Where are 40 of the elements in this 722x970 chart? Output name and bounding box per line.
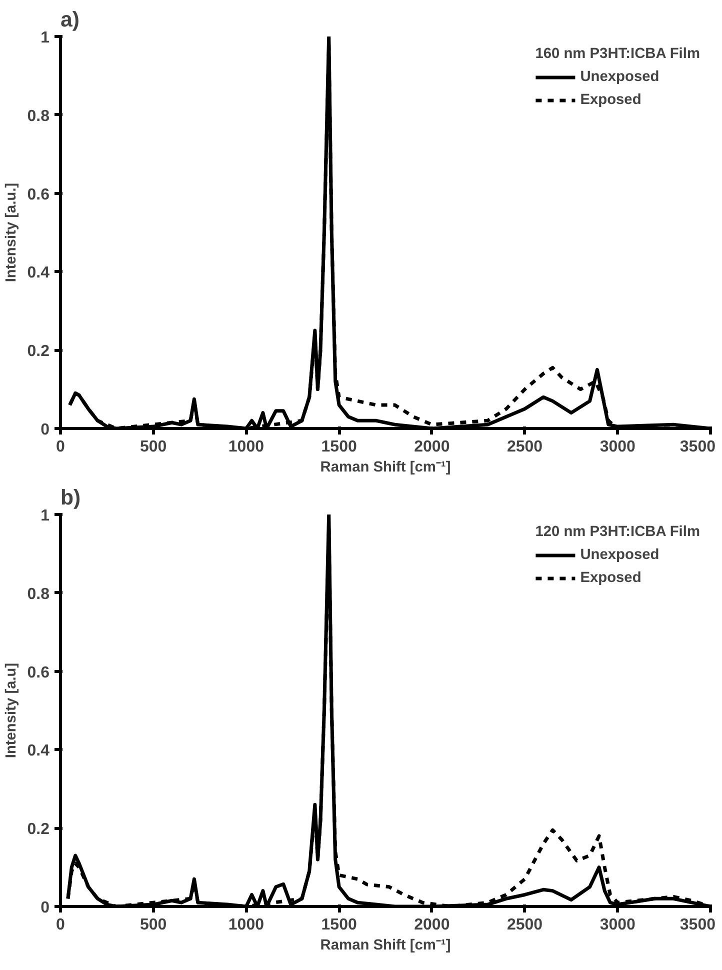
legend-label: Exposed (580, 92, 642, 108)
y-tick-label: 0.6 (27, 664, 50, 682)
chart-title: a) (60, 8, 80, 32)
y-axis-title: Intensity [a.u] (3, 662, 20, 758)
x-tick-label: 500 (140, 438, 167, 456)
legend-label: Exposed (580, 570, 642, 586)
y-tick-label: 0.8 (27, 586, 50, 603)
legend-title: 160 nm P3HT:ICBA Film (535, 46, 700, 62)
chart-title: b) (60, 486, 81, 510)
y-tick-label: 0.4 (27, 264, 50, 282)
x-tick-label: 0 (56, 438, 66, 456)
x-tick-label: 3500 (680, 438, 716, 456)
x-tick-label: 2000 (414, 916, 450, 934)
x-tick-label: 3000 (600, 438, 636, 456)
legend-label: Unexposed (580, 547, 660, 563)
x-tick-label: 1500 (321, 438, 357, 456)
legend-label: Unexposed (580, 69, 660, 85)
x-tick-label: 1500 (321, 916, 357, 934)
y-tick-label: 1 (40, 30, 50, 46)
x-tick-label: 1000 (228, 916, 264, 934)
y-tick-label: 0.4 (27, 742, 50, 760)
x-tick-label: 500 (140, 916, 167, 934)
x-axis-title: Raman Shift [cm⁻¹] (320, 938, 451, 954)
y-axis-title: Intensity [a.u.] (3, 182, 20, 282)
x-tick-label: 2500 (506, 916, 543, 934)
x-tick-label: 3500 (680, 916, 716, 934)
y-tick-label: 0.6 (27, 186, 50, 204)
x-axis-title: Raman Shift [cm⁻¹] (320, 460, 451, 476)
y-tick-label: 0.2 (27, 343, 50, 360)
x-tick-label: 2000 (414, 438, 450, 456)
y-tick-label: 0 (40, 422, 50, 438)
x-tick-label: 3000 (600, 916, 636, 934)
y-tick-label: 1 (40, 508, 50, 524)
y-tick-label: 0.8 (27, 108, 50, 125)
y-tick-label: 0 (40, 900, 50, 916)
x-tick-label: 1000 (228, 438, 264, 456)
legend-title: 120 nm P3HT:ICBA Film (535, 524, 700, 540)
x-tick-label: 0 (56, 916, 66, 934)
y-tick-label: 0.2 (27, 821, 50, 838)
x-tick-label: 2500 (506, 438, 543, 456)
